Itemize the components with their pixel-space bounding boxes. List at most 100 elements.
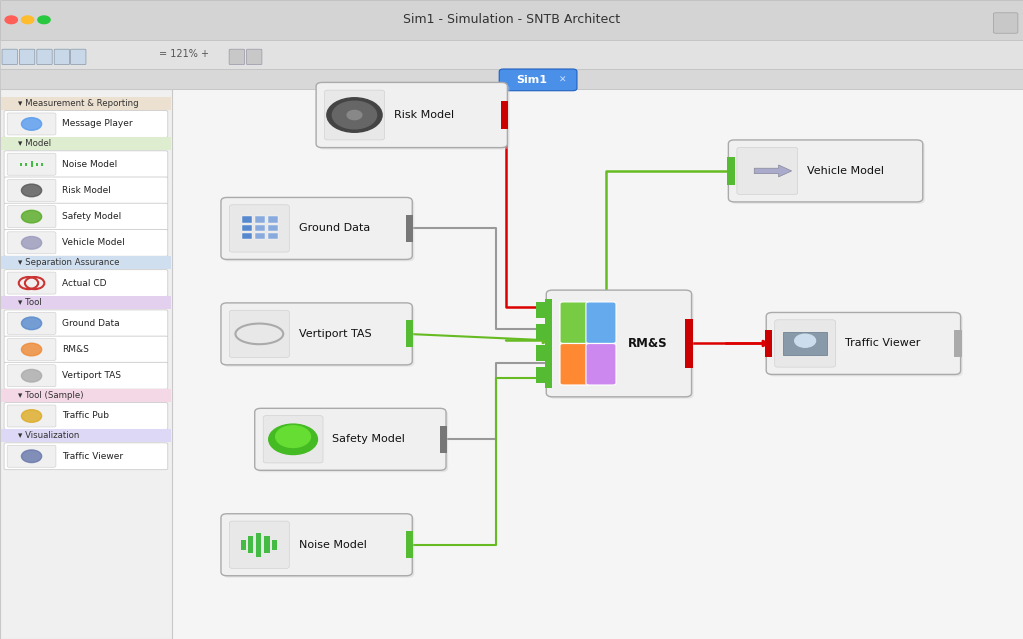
FancyBboxPatch shape — [7, 113, 56, 135]
FancyBboxPatch shape — [7, 312, 56, 334]
FancyBboxPatch shape — [268, 225, 278, 231]
Text: Actual CD: Actual CD — [61, 279, 106, 288]
FancyBboxPatch shape — [229, 204, 290, 252]
FancyBboxPatch shape — [268, 217, 278, 223]
FancyBboxPatch shape — [730, 142, 925, 204]
FancyBboxPatch shape — [545, 299, 552, 388]
FancyBboxPatch shape — [71, 49, 86, 65]
FancyBboxPatch shape — [318, 84, 509, 150]
FancyBboxPatch shape — [4, 310, 168, 337]
Circle shape — [21, 343, 42, 356]
FancyBboxPatch shape — [268, 233, 278, 240]
Text: = 121% +: = 121% + — [159, 49, 209, 59]
FancyBboxPatch shape — [546, 290, 692, 397]
FancyBboxPatch shape — [4, 362, 168, 389]
FancyBboxPatch shape — [223, 199, 414, 261]
FancyBboxPatch shape — [2, 49, 17, 65]
FancyBboxPatch shape — [7, 206, 56, 227]
Text: ▾ Tool (Sample): ▾ Tool (Sample) — [18, 391, 84, 400]
FancyBboxPatch shape — [241, 225, 253, 231]
FancyBboxPatch shape — [19, 49, 35, 65]
Circle shape — [5, 16, 17, 24]
Text: Safety Model: Safety Model — [332, 435, 405, 444]
Circle shape — [21, 410, 42, 422]
FancyBboxPatch shape — [1, 256, 171, 269]
FancyBboxPatch shape — [737, 148, 798, 195]
FancyBboxPatch shape — [7, 272, 56, 294]
FancyBboxPatch shape — [41, 163, 43, 166]
FancyBboxPatch shape — [499, 69, 577, 91]
FancyBboxPatch shape — [221, 197, 412, 259]
Circle shape — [795, 334, 815, 347]
Text: Risk Model: Risk Model — [394, 110, 454, 120]
FancyBboxPatch shape — [223, 516, 414, 578]
Text: Ground Data: Ground Data — [299, 224, 370, 233]
Circle shape — [21, 184, 42, 197]
FancyBboxPatch shape — [4, 151, 168, 178]
Ellipse shape — [235, 323, 283, 344]
Text: ▾ Measurement & Reporting: ▾ Measurement & Reporting — [18, 99, 139, 108]
FancyBboxPatch shape — [4, 403, 168, 429]
FancyBboxPatch shape — [954, 330, 962, 357]
FancyBboxPatch shape — [548, 292, 694, 399]
FancyBboxPatch shape — [263, 415, 323, 463]
FancyBboxPatch shape — [36, 163, 38, 166]
FancyBboxPatch shape — [406, 531, 413, 558]
FancyBboxPatch shape — [536, 302, 546, 318]
FancyBboxPatch shape — [7, 405, 56, 427]
Text: RM&S: RM&S — [628, 337, 668, 350]
Circle shape — [21, 236, 42, 249]
FancyBboxPatch shape — [4, 203, 168, 230]
Text: Traffic Pub: Traffic Pub — [61, 412, 108, 420]
FancyBboxPatch shape — [248, 536, 254, 553]
FancyBboxPatch shape — [229, 49, 244, 65]
Circle shape — [21, 118, 42, 130]
Text: ▾ Separation Assurance: ▾ Separation Assurance — [18, 258, 120, 267]
Circle shape — [21, 369, 42, 382]
FancyBboxPatch shape — [0, 0, 1023, 40]
FancyBboxPatch shape — [536, 367, 546, 383]
Text: Message Player: Message Player — [61, 119, 133, 128]
FancyBboxPatch shape — [7, 445, 56, 467]
FancyBboxPatch shape — [501, 100, 508, 129]
Text: RM&S: RM&S — [61, 345, 89, 354]
FancyBboxPatch shape — [241, 540, 246, 550]
FancyBboxPatch shape — [1, 389, 171, 402]
Text: Vertiport TAS: Vertiport TAS — [299, 329, 371, 339]
FancyBboxPatch shape — [223, 305, 414, 367]
Text: Noise Model: Noise Model — [299, 540, 366, 550]
FancyBboxPatch shape — [241, 233, 253, 240]
FancyArrow shape — [754, 165, 792, 177]
Circle shape — [21, 450, 42, 463]
FancyBboxPatch shape — [1, 97, 171, 110]
FancyBboxPatch shape — [4, 443, 168, 470]
FancyBboxPatch shape — [586, 302, 616, 343]
FancyBboxPatch shape — [4, 229, 168, 256]
Circle shape — [327, 98, 383, 132]
Circle shape — [347, 111, 362, 119]
FancyBboxPatch shape — [536, 346, 546, 361]
FancyBboxPatch shape — [272, 540, 276, 550]
FancyBboxPatch shape — [784, 332, 827, 355]
Text: Traffic Viewer: Traffic Viewer — [845, 339, 921, 348]
Text: Vehicle Model: Vehicle Model — [807, 166, 884, 176]
FancyBboxPatch shape — [766, 312, 961, 374]
FancyBboxPatch shape — [257, 410, 448, 472]
FancyBboxPatch shape — [7, 339, 56, 360]
FancyBboxPatch shape — [221, 514, 412, 576]
FancyBboxPatch shape — [255, 233, 265, 240]
FancyBboxPatch shape — [0, 69, 1023, 89]
FancyBboxPatch shape — [7, 180, 56, 201]
FancyBboxPatch shape — [560, 302, 590, 343]
FancyBboxPatch shape — [7, 365, 56, 387]
FancyBboxPatch shape — [536, 323, 546, 339]
FancyBboxPatch shape — [54, 49, 70, 65]
FancyBboxPatch shape — [241, 217, 253, 223]
Circle shape — [269, 424, 317, 454]
Text: Safety Model: Safety Model — [61, 212, 121, 221]
FancyBboxPatch shape — [560, 344, 590, 385]
FancyBboxPatch shape — [545, 319, 552, 368]
Text: Risk Model: Risk Model — [61, 186, 110, 195]
FancyBboxPatch shape — [172, 89, 1023, 639]
FancyBboxPatch shape — [4, 270, 168, 296]
